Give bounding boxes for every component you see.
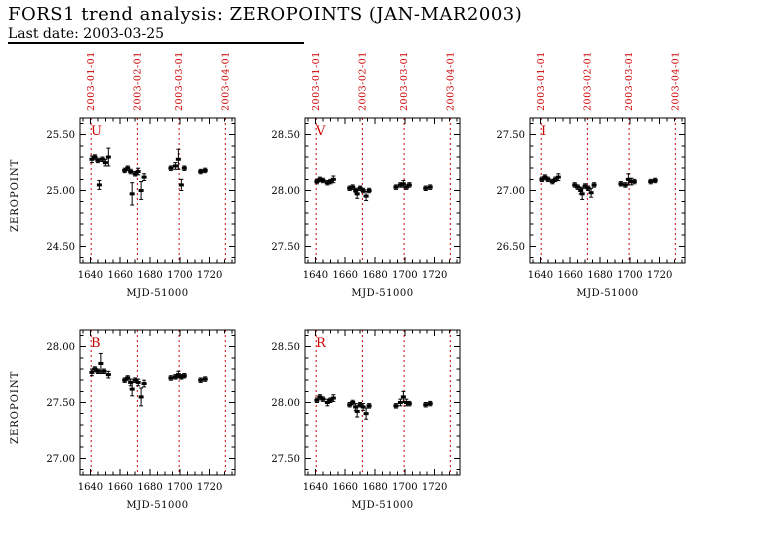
svg-text:1680: 1680 [362,482,387,493]
svg-text:27.00: 27.00 [46,454,75,465]
svg-text:1660: 1660 [558,270,583,281]
svg-text:MJD-51000: MJD-51000 [351,288,413,299]
svg-text:1700: 1700 [167,482,192,493]
svg-text:1640: 1640 [303,482,328,493]
svg-text:2003-01-01: 2003-01-01 [311,51,322,111]
chart-panel-r: 1640 1660 1680 1700 1720 27.50 28.00 28.50 MJD-5… [271,329,461,511]
svg-text:1720: 1720 [197,482,222,493]
svg-text:25.50: 25.50 [46,130,75,141]
svg-text:25.00: 25.00 [46,186,75,197]
svg-text:1640: 1640 [528,270,553,281]
svg-text:28.00: 28.00 [271,186,300,197]
svg-text:26.50: 26.50 [496,242,525,253]
ylabel-row2: ZEROPOINT [10,370,21,444]
svg-text:27.50: 27.50 [46,398,75,409]
svg-text:1660: 1660 [108,482,133,493]
svg-text:28.00: 28.00 [271,398,300,409]
svg-text:U: U [91,124,102,139]
svg-text:MJD-51000: MJD-51000 [576,288,638,299]
chart-panel-v: 2003-01-01 2003-02-01 2003-03-01 2003-04-01… [271,51,461,299]
last-date: Last date: 2003-03-25 [8,26,165,42]
svg-text:1640: 1640 [303,270,328,281]
svg-text:1680: 1680 [587,270,612,281]
svg-text:2003-03-01: 2003-03-01 [624,51,635,111]
chart-panel-b: 1640 1660 1680 1700 1720 27.00 27.50 28.00 MJD-5… [46,329,236,511]
page-title: FORS1 trend analysis: ZEROPOINTS (JAN-MA… [8,4,523,25]
svg-text:2003-03-01: 2003-03-01 [174,51,185,111]
svg-text:2003-04-01: 2003-04-01 [220,51,231,111]
svg-text:1700: 1700 [392,270,417,281]
svg-text:28.50: 28.50 [271,342,300,353]
svg-text:2003-04-01: 2003-04-01 [670,51,681,111]
svg-text:27.50: 27.50 [496,130,525,141]
svg-text:1660: 1660 [108,270,133,281]
svg-text:2003-04-01: 2003-04-01 [445,51,456,111]
chart-panel-i: 2003-01-01 2003-02-01 2003-03-01 2003-04-01… [496,51,686,299]
svg-text:1680: 1680 [362,270,387,281]
svg-text:2003-01-01: 2003-01-01 [536,51,547,111]
svg-text:MJD-51000: MJD-51000 [126,288,188,299]
svg-text:1700: 1700 [617,270,642,281]
svg-text:1720: 1720 [647,270,672,281]
svg-text:1640: 1640 [78,270,103,281]
svg-text:2003-02-01: 2003-02-01 [132,51,143,111]
svg-text:2003-01-01: 2003-01-01 [86,51,97,111]
svg-text:28.50: 28.50 [271,130,300,141]
svg-text:1700: 1700 [167,270,192,281]
svg-text:1660: 1660 [333,482,358,493]
svg-text:1680: 1680 [137,270,162,281]
svg-text:27.50: 27.50 [271,454,300,465]
svg-text:MJD-51000: MJD-51000 [351,500,413,511]
svg-text:28.00: 28.00 [46,342,75,353]
svg-text:1660: 1660 [333,270,358,281]
svg-text:R: R [316,336,327,351]
svg-text:2003-03-01: 2003-03-01 [399,51,410,111]
svg-text:24.50: 24.50 [46,242,75,253]
svg-text:V: V [315,124,326,139]
chart-panel-u: 2003-01-01 2003-02-01 2003-03-01 2003-04-01… [46,51,236,299]
svg-text:1720: 1720 [197,270,222,281]
ylabel-row1: ZEROPOINT [10,158,21,232]
svg-text:27.00: 27.00 [496,186,525,197]
svg-text:MJD-51000: MJD-51000 [126,500,188,511]
svg-text:1700: 1700 [392,482,417,493]
svg-text:27.50: 27.50 [271,242,300,253]
svg-text:1720: 1720 [422,482,447,493]
svg-text:B: B [91,336,101,351]
svg-text:2003-02-01: 2003-02-01 [582,51,593,111]
svg-text:1640: 1640 [78,482,103,493]
svg-text:I: I [541,124,546,139]
header-rule [8,42,304,44]
svg-text:1680: 1680 [137,482,162,493]
svg-text:1720: 1720 [422,270,447,281]
svg-text:2003-02-01: 2003-02-01 [357,51,368,111]
